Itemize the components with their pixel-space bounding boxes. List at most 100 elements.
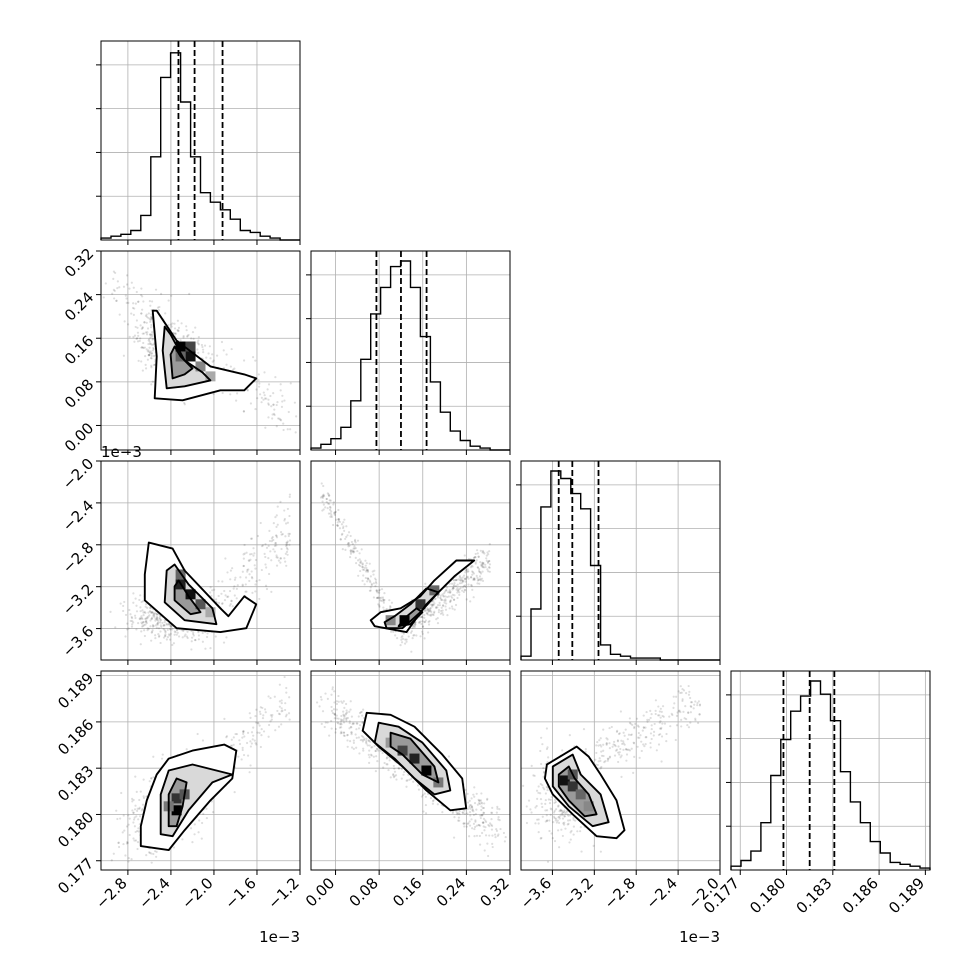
sample-point [473,578,476,581]
sample-point [190,337,193,340]
sample-point [343,529,346,532]
sample-point [365,737,368,740]
sample-point [473,825,477,829]
sample-point [554,817,558,820]
sample-point [276,505,279,508]
sample-point [155,626,158,629]
sample-point [650,737,653,741]
sample-point [612,743,615,746]
sample-point [209,646,212,650]
sample-point [333,513,336,516]
sample-point [471,808,474,811]
sample-point [442,594,445,597]
sample-point [540,836,543,840]
sample-point [136,841,140,844]
sample-point [124,294,127,297]
sample-point [549,798,552,801]
xtick-label-2-2: −2.8 [601,874,639,912]
sample-point [619,747,622,751]
sample-point [484,834,488,837]
sample-point [150,343,154,346]
sample-point [392,630,395,633]
sample-point [284,552,287,555]
sample-point [364,741,368,744]
sample-point [142,300,145,303]
sample-point [483,829,486,832]
sample-point [348,740,352,743]
histogram-0 [100,52,300,241]
sample-point [558,817,561,820]
sample-point [209,586,212,589]
sample-point [549,813,552,816]
sample-point [112,852,115,855]
ytick-label-1-2: 0.16 [61,332,97,368]
sample-point [149,607,152,610]
sample-point [142,611,145,614]
sample-point [122,285,126,288]
sample-point [383,761,386,765]
sample-point [151,630,154,633]
sample-point [151,611,154,614]
sample-point [346,543,350,546]
sample-point [241,748,244,752]
sample-point [491,842,494,845]
sample-point [136,807,139,810]
sample-point [458,576,462,579]
sample-point [433,610,436,613]
sample-point [278,713,281,716]
sample-point [419,620,422,623]
sample-point [350,731,353,734]
sample-point [141,369,144,372]
sample-point [368,589,372,592]
sample-point [150,352,153,355]
sample-point [272,403,275,406]
sample-point [150,617,153,620]
sample-point [339,723,342,726]
sample-point [177,326,181,329]
sample-point [267,544,270,547]
sample-point [359,560,362,563]
sample-point [230,599,233,602]
sample-point [467,822,470,825]
sample-point [349,534,352,538]
sample-point [222,641,226,644]
sample-point [287,410,290,414]
sample-point [340,720,343,723]
sample-point [152,776,155,779]
sample-point [498,819,501,822]
sample-point [125,283,129,286]
sample-point [173,630,176,633]
sample-point [349,552,353,555]
sample-point [410,630,413,633]
sample-point [618,732,621,735]
sample-point [669,725,672,728]
sample-point [235,399,238,402]
sample-point [201,739,205,742]
sample-point [233,594,236,597]
sample-point [183,403,186,406]
sample-point [377,596,380,599]
sample-point [267,557,270,560]
sample-point [596,741,599,744]
contour-2 [173,579,202,616]
sample-point [337,694,340,698]
sample-point [487,854,490,858]
sample-point [140,600,143,604]
sample-point [182,629,185,632]
sample-point [288,514,291,518]
sample-point [280,723,283,726]
sample-point [491,845,494,849]
sample-point [140,809,143,812]
sample-point [671,713,674,717]
sample-point [129,619,132,623]
sample-point [112,277,115,280]
sample-point [197,342,200,345]
sample-point [424,619,427,622]
sample-point [169,624,172,627]
sample-point [405,638,408,641]
sample-point [405,779,408,782]
sample-point [221,602,224,605]
sample-point [126,622,129,625]
sample-point [689,696,692,700]
sample-point [461,580,464,584]
